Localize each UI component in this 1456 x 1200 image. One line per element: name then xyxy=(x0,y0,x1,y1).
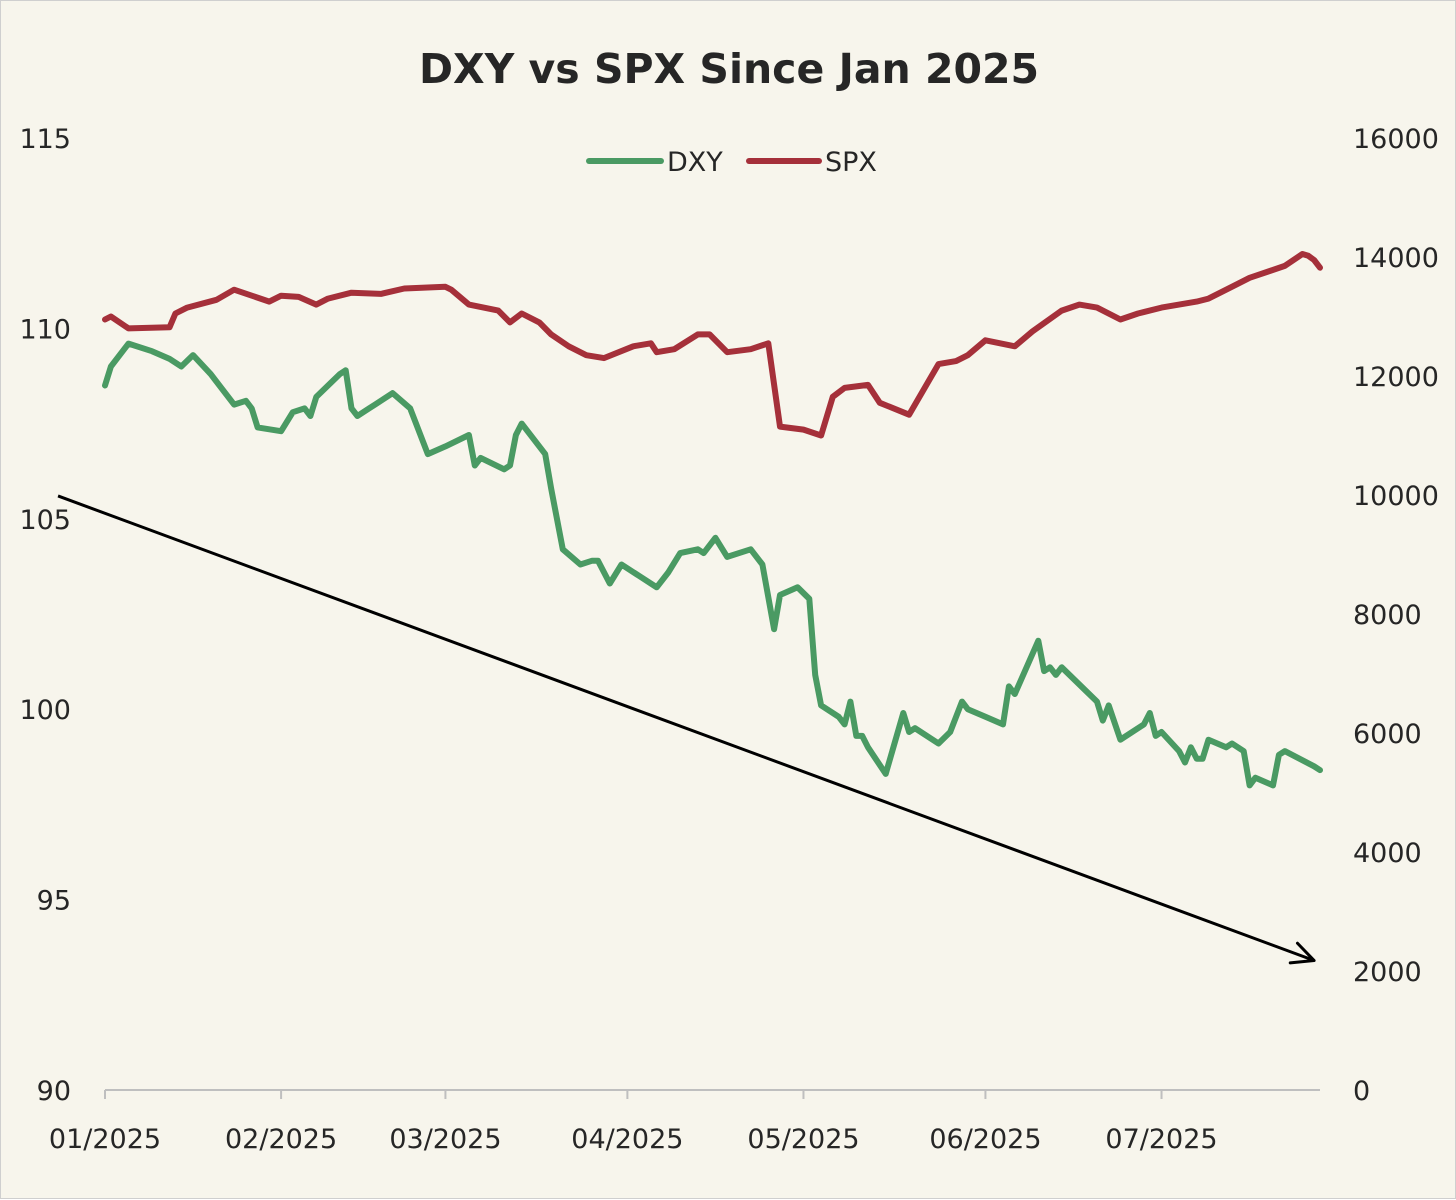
series-line-dxy xyxy=(102,340,1323,789)
y-right-tick-label: 16000 xyxy=(1353,124,1439,155)
y-right-tick-label: 6000 xyxy=(1353,719,1422,750)
legend-label-dxy: DXY xyxy=(667,147,723,178)
y-axis-right-ticks: 0 2000 4000 6000 8000 10000 12000 14000 16000 xyxy=(1353,124,1439,1107)
x-tick-label: 06/2025 xyxy=(929,1124,1041,1155)
trend-arrow-shaft xyxy=(57,494,1315,962)
x-tick-label: 03/2025 xyxy=(389,1124,501,1155)
chart-title: DXY vs SPX Since Jan 2025 xyxy=(419,45,1039,93)
y-right-tick-label: 10000 xyxy=(1353,481,1439,512)
y-right-tick-label: 0 xyxy=(1353,1076,1370,1107)
series-line-spx xyxy=(102,251,1323,439)
y-right-tick-label: 8000 xyxy=(1353,600,1422,631)
trend-arrow-head xyxy=(1288,941,1316,965)
y-left-tick-label: 115 xyxy=(19,124,71,155)
y-right-tick-label: 2000 xyxy=(1353,957,1422,988)
x-tick-label: 07/2025 xyxy=(1105,1124,1217,1155)
y-right-tick-label: 14000 xyxy=(1353,243,1439,274)
y-left-tick-label: 95 xyxy=(37,886,71,917)
y-left-tick-label: 90 xyxy=(37,1076,71,1107)
y-left-tick-label: 110 xyxy=(19,314,71,345)
x-tick-label: 04/2025 xyxy=(571,1124,683,1155)
x-tick-label: 05/2025 xyxy=(747,1124,859,1155)
x-tick-label: 02/2025 xyxy=(225,1124,337,1155)
x-tick-label: 01/2025 xyxy=(49,1124,161,1155)
y-axis-left-ticks: 90 95 100 105 110 115 xyxy=(19,124,71,1107)
legend-label-spx: SPX xyxy=(825,147,877,178)
legend: DXY SPX xyxy=(586,147,877,178)
trend-arrow xyxy=(57,494,1316,965)
y-left-tick-label: 100 xyxy=(19,695,71,726)
y-right-tick-label: 12000 xyxy=(1353,362,1439,393)
x-axis-ticks: 01/2025 02/2025 03/2025 04/2025 05/2025 06/20… xyxy=(49,1090,1218,1155)
y-left-tick-label: 105 xyxy=(19,505,71,536)
y-right-tick-label: 4000 xyxy=(1353,838,1422,869)
